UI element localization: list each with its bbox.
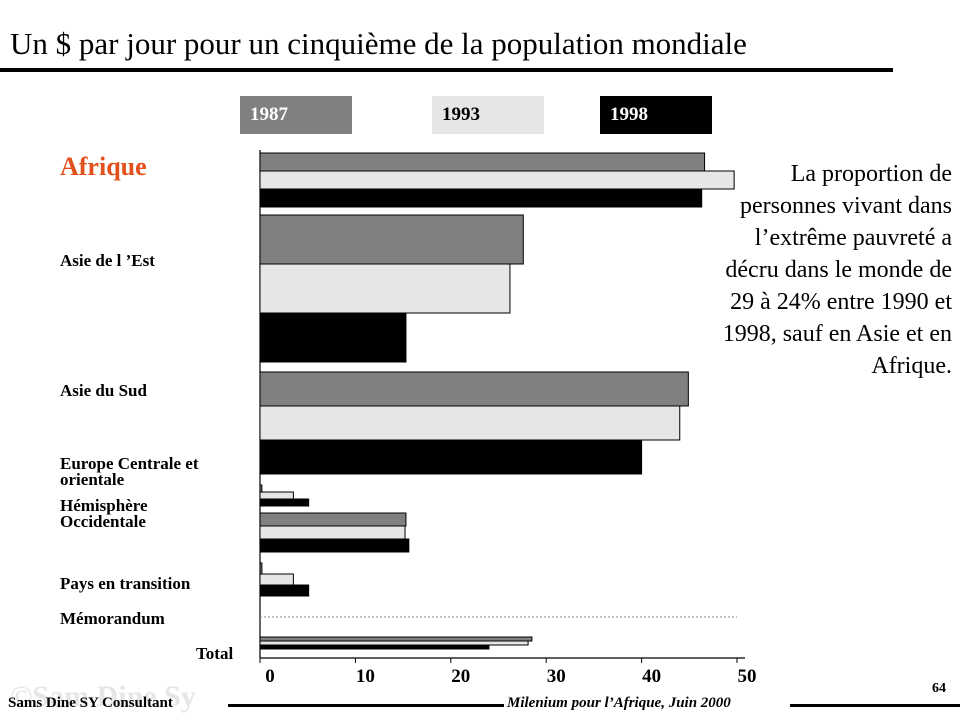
footer-rule-left <box>228 704 504 707</box>
bar-1987-2 <box>259 371 689 407</box>
x-tick-label-40: 40 <box>642 666 661 687</box>
bar-1998-1 <box>259 312 407 363</box>
title-rule <box>0 68 893 72</box>
label-memorandum: Mémorandum <box>60 609 165 628</box>
legend-1993: 1993 <box>432 96 544 134</box>
legend-1998: 1998 <box>600 96 712 134</box>
bar-1998-7 <box>259 644 490 650</box>
bar-1987-1 <box>259 214 524 265</box>
x-tick-label-50: 50 <box>738 666 757 687</box>
x-tick-label-20: 20 <box>451 666 470 687</box>
bar-1987-0 <box>259 152 706 172</box>
bar-1993-3 <box>259 491 294 500</box>
bar-1993-7 <box>259 640 529 646</box>
bar-1987-7 <box>259 636 533 642</box>
legend-1987: 1987 <box>240 96 352 134</box>
bar-1998-2 <box>259 439 643 475</box>
bar-1993-2 <box>259 405 681 441</box>
bar-1987-3 <box>259 484 263 493</box>
label-asie-sud: Asie du Sud <box>60 381 147 400</box>
bar-1993-5 <box>259 573 294 586</box>
bar-1987-5 <box>259 562 263 575</box>
bar-1993-0 <box>259 170 735 190</box>
page-number: 64 <box>932 681 946 696</box>
bar-1993-1 <box>259 263 511 314</box>
label-asie-est: Asie de l ’Est <box>60 251 155 270</box>
x-tick-label-0: 0 <box>265 666 275 687</box>
bar-1998-4 <box>259 538 410 553</box>
x-tick-label-30: 30 <box>547 666 566 687</box>
footer-rule-right <box>790 704 960 707</box>
x-tick-label-10: 10 <box>356 666 375 687</box>
watermark: ©Sam Dine Sy <box>10 680 196 713</box>
footer-author: Sams Dine SY Consultant <box>8 695 173 711</box>
label-total: Total <box>196 644 234 663</box>
bar-1998-3 <box>259 498 310 507</box>
label-afrique: Afrique <box>60 152 147 181</box>
label-pays-transition: Pays en transition <box>60 574 191 593</box>
bar-1987-4 <box>259 512 407 527</box>
footer-source: Milenium pour l’Afrique, Juin 2000 <box>507 695 731 711</box>
bar-1998-5 <box>259 584 310 597</box>
label-hemisphere-occidentale: Hémisphère Occidentale <box>60 496 148 531</box>
label-europe-centrale: Europe Centrale et orientale <box>60 454 199 489</box>
bar-1998-0 <box>259 188 703 208</box>
bar-1993-4 <box>259 525 406 540</box>
slide-title: Un $ par jour pour un cinquième de la po… <box>10 26 747 61</box>
side-text: La proportion de personnes vivant dans l… <box>722 161 952 379</box>
